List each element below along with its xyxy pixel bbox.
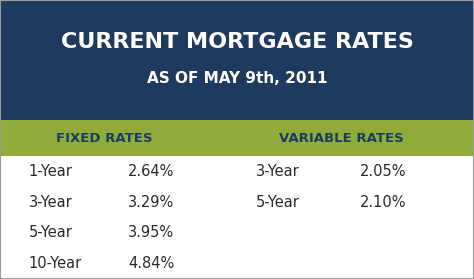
Text: 3-Year: 3-Year <box>256 164 300 179</box>
Text: FIXED RATES: FIXED RATES <box>56 132 153 145</box>
Text: 3-Year: 3-Year <box>28 195 72 210</box>
Text: 2.05%: 2.05% <box>360 164 407 179</box>
Text: VARIABLE RATES: VARIABLE RATES <box>279 132 404 145</box>
Text: 5-Year: 5-Year <box>256 195 300 210</box>
Text: 2.10%: 2.10% <box>360 195 407 210</box>
Text: 2.64%: 2.64% <box>128 164 174 179</box>
FancyBboxPatch shape <box>0 120 474 156</box>
Text: 4.84%: 4.84% <box>128 256 174 271</box>
Text: AS OF MAY 9th, 2011: AS OF MAY 9th, 2011 <box>147 71 327 86</box>
Text: CURRENT MORTGAGE RATES: CURRENT MORTGAGE RATES <box>61 32 413 52</box>
Text: 3.29%: 3.29% <box>128 195 174 210</box>
Text: 5-Year: 5-Year <box>28 225 73 240</box>
Text: 1-Year: 1-Year <box>28 164 73 179</box>
Text: 3.95%: 3.95% <box>128 225 174 240</box>
Text: 10-Year: 10-Year <box>28 256 82 271</box>
FancyBboxPatch shape <box>0 0 474 120</box>
